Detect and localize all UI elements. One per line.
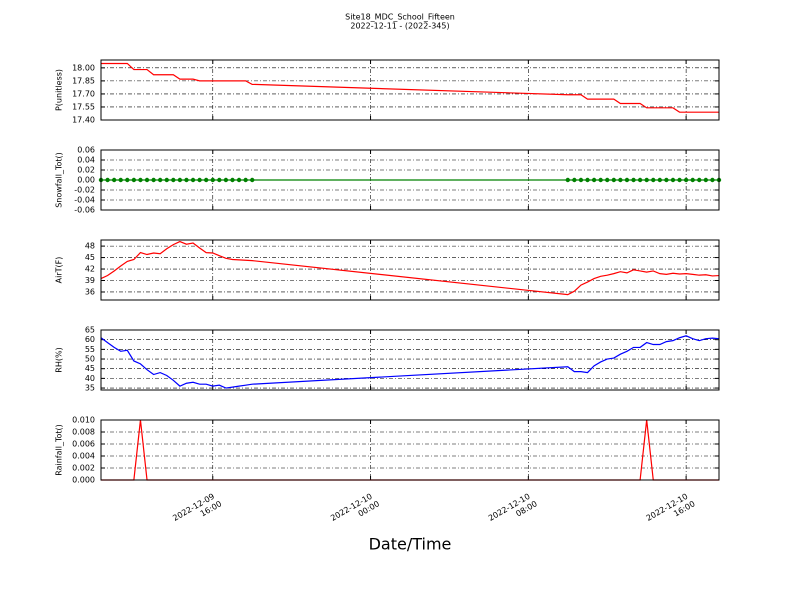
data-point <box>171 177 176 183</box>
data-line <box>101 62 719 113</box>
y-tick-label: 17.85 <box>72 76 95 85</box>
data-point <box>144 177 150 183</box>
y-tick-label: -0.04 <box>74 196 95 205</box>
chart-subtitle: 2022-12-11 - (2022-345) <box>350 22 449 31</box>
plot-frame <box>100 419 720 481</box>
data-point <box>243 177 248 183</box>
y-tick-label: 40 <box>85 374 95 383</box>
y-tick-label: 50 <box>85 355 95 364</box>
y-tick-label: 48 <box>85 242 95 251</box>
data-point <box>184 177 189 183</box>
data-point <box>565 177 570 183</box>
data-point <box>585 177 590 183</box>
data-point <box>217 177 222 183</box>
y-tick-label: 60 <box>85 335 95 344</box>
y-tick-label: 17.40 <box>72 116 95 125</box>
data-point <box>118 177 123 183</box>
data-point <box>710 177 715 183</box>
y-tick-label: -0.06 <box>74 206 95 215</box>
data-point <box>250 177 255 183</box>
y-tick-label: -0.02 <box>74 186 95 195</box>
y-tick-label: 65 <box>85 326 95 335</box>
y-axis-label: RH(%) <box>55 347 64 372</box>
data-point <box>572 177 577 183</box>
data-point <box>697 177 702 183</box>
y-axis-label: P(unitless) <box>55 69 64 111</box>
data-point <box>605 177 610 183</box>
data-point <box>203 177 209 183</box>
data-point <box>105 177 110 183</box>
data-point <box>657 177 663 183</box>
y-tick-label: 0.010 <box>72 416 95 425</box>
data-point <box>125 177 130 183</box>
y-tick-label: 0.00 <box>77 176 95 185</box>
data-point <box>703 177 709 183</box>
data-point <box>618 177 623 183</box>
y-tick-label: 55 <box>85 345 95 354</box>
y-axis-label: AirT(F) <box>55 257 64 284</box>
y-tick-label: 0.06 <box>77 146 95 155</box>
data-point <box>670 177 676 183</box>
y-tick-label: 39 <box>85 276 95 285</box>
plot-frame <box>100 329 720 391</box>
data-point <box>210 177 215 183</box>
data-point <box>598 177 603 183</box>
y-tick-label: 45 <box>85 253 95 262</box>
data-line <box>100 335 720 389</box>
y-tick-label: 42 <box>85 265 95 274</box>
data-point <box>644 177 649 183</box>
data-point <box>223 177 229 183</box>
data-point <box>624 177 630 183</box>
y-tick-label: 0.004 <box>72 452 95 461</box>
data-point <box>131 177 137 183</box>
data-point <box>578 177 584 183</box>
y-tick-label: 0.008 <box>72 428 95 437</box>
data-point <box>157 177 163 183</box>
plot-frame <box>100 59 720 121</box>
data-point <box>637 177 643 183</box>
y-tick-label: 17.70 <box>72 89 95 98</box>
data-point <box>164 177 169 183</box>
data-point <box>664 177 669 183</box>
y-tick-label: 45 <box>85 364 95 373</box>
y-tick-label: 36 <box>85 287 95 296</box>
data-point <box>197 177 202 183</box>
data-point <box>611 177 617 183</box>
data-point <box>111 177 117 183</box>
data-point <box>177 177 183 183</box>
y-tick-label: 35 <box>85 384 95 393</box>
y-tick-label: 0.000 <box>72 476 95 485</box>
plot-frame <box>100 149 720 211</box>
y-tick-label: 0.006 <box>72 440 95 449</box>
data-line <box>100 240 720 296</box>
y-axis-label: Rainfall_Tot() <box>55 424 64 476</box>
data-point <box>591 177 597 183</box>
data-point <box>631 177 636 183</box>
data-point <box>138 177 143 183</box>
y-axis-label: Snowfall_Tot() <box>55 152 64 208</box>
data-point <box>683 177 689 183</box>
y-tick-label: 0.002 <box>72 464 95 473</box>
plot-frame <box>100 239 720 301</box>
x-axis-label: Date/Time <box>369 535 452 554</box>
chart-title: Site18_MDC_School_Fifteen <box>345 13 455 22</box>
data-point <box>151 177 156 183</box>
y-tick-label: 0.02 <box>77 166 95 175</box>
data-point <box>677 177 682 183</box>
y-tick-label: 17.55 <box>72 102 95 111</box>
data-point <box>651 177 656 183</box>
y-tick-label: 18.00 <box>72 63 95 72</box>
data-point <box>230 177 235 183</box>
data-point <box>190 177 196 183</box>
data-point <box>690 177 695 183</box>
data-point <box>236 177 242 183</box>
y-tick-label: 0.04 <box>77 156 95 165</box>
